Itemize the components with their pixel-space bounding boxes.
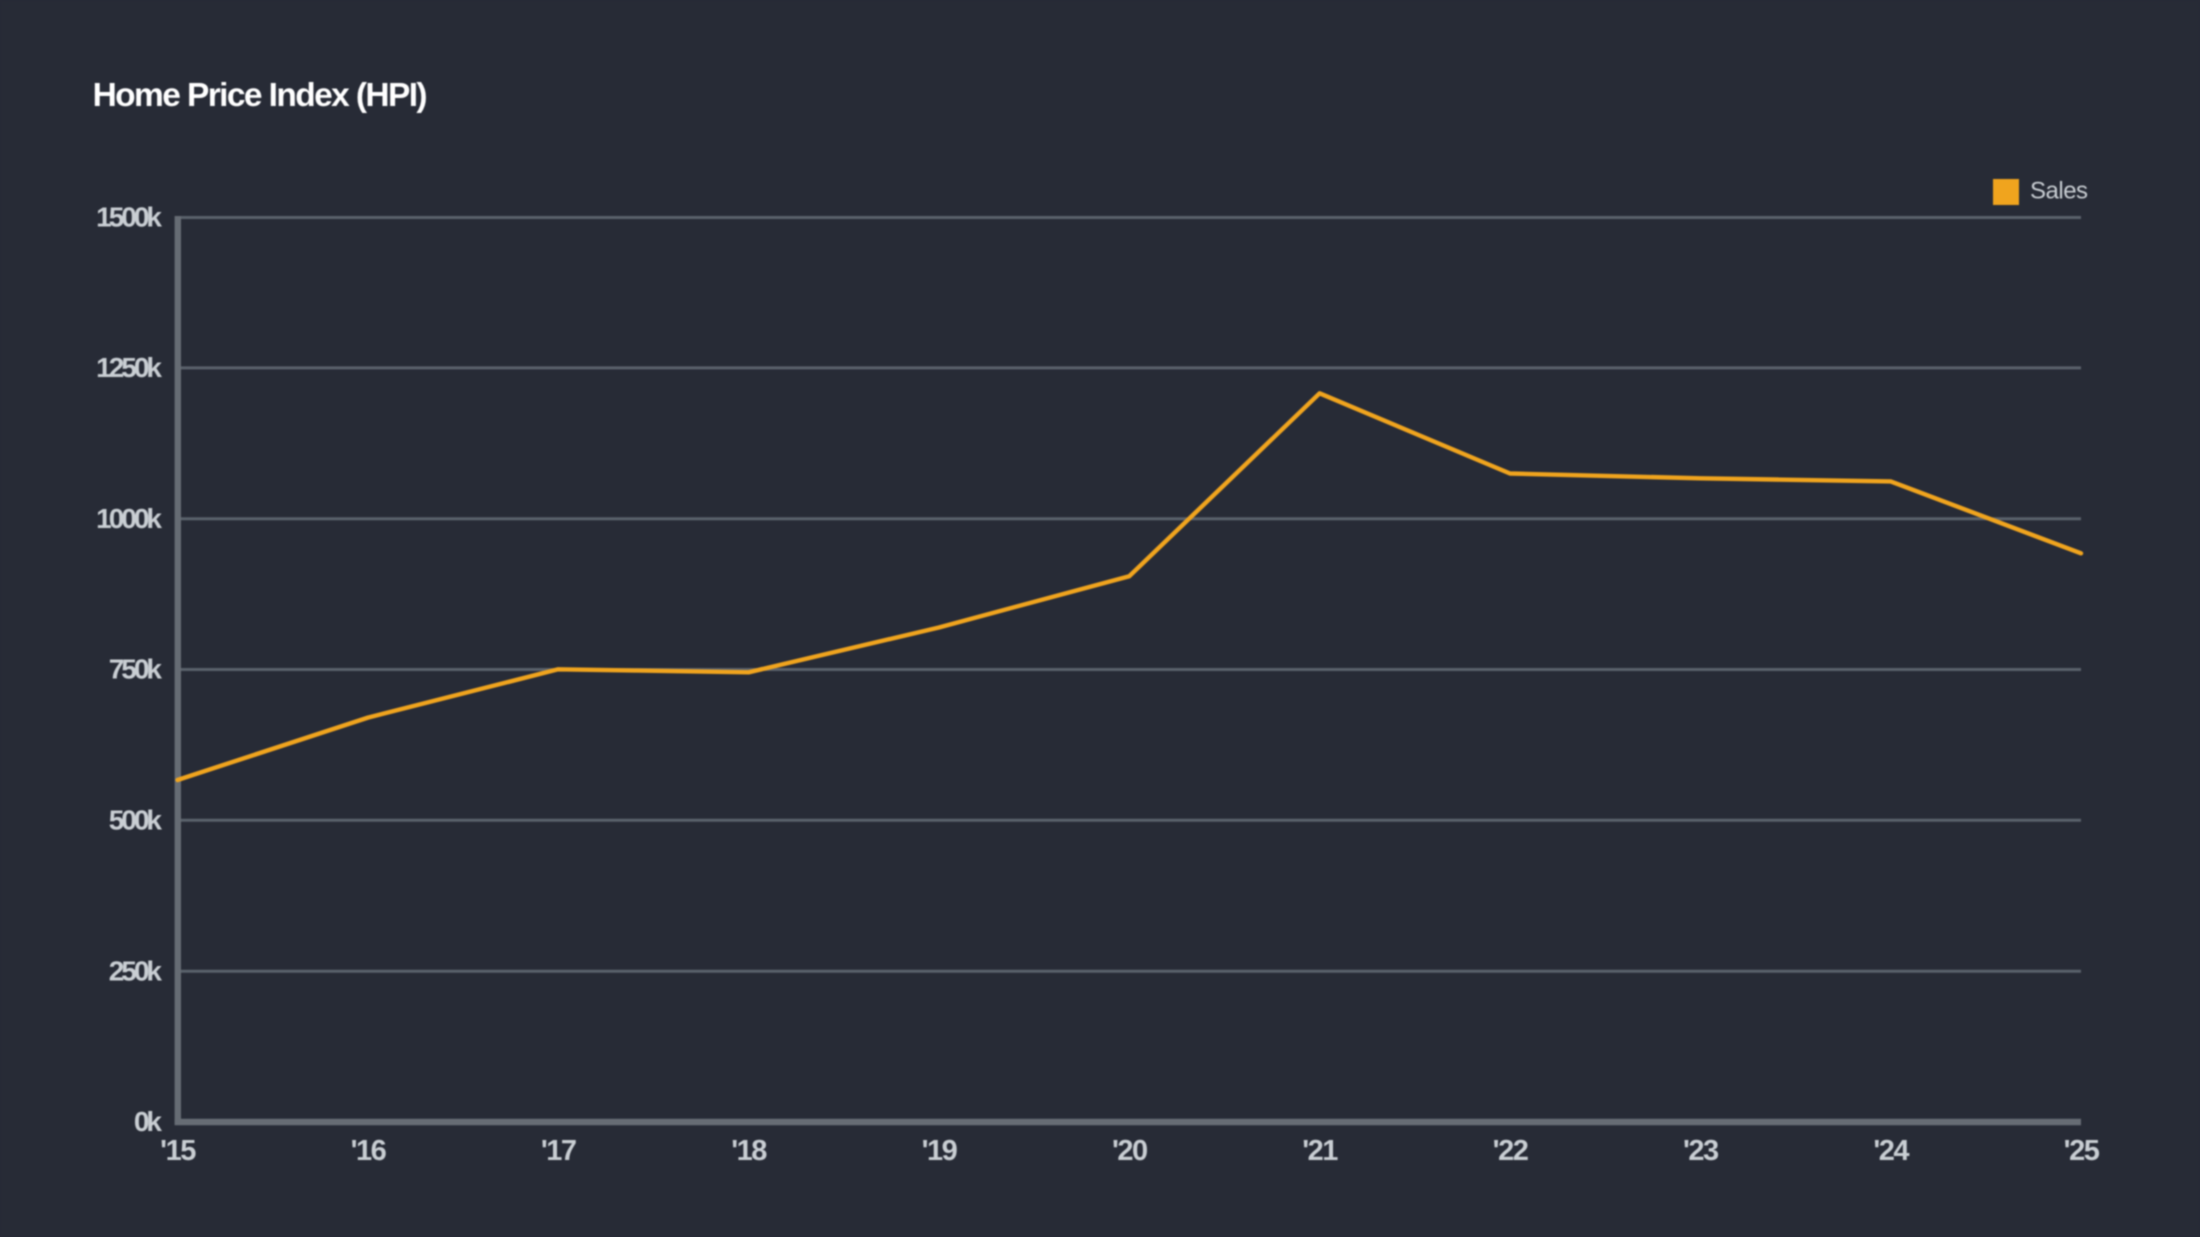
svg-text:'25: '25 — [2064, 1135, 2100, 1167]
svg-text:'23: '23 — [1683, 1135, 1719, 1167]
svg-text:1500k: 1500k — [96, 202, 162, 233]
svg-text:500k: 500k — [109, 805, 163, 836]
svg-text:'20: '20 — [1112, 1135, 1147, 1167]
svg-text:'21: '21 — [1302, 1135, 1338, 1167]
svg-text:'16: '16 — [351, 1135, 387, 1167]
svg-text:'19: '19 — [922, 1135, 958, 1167]
svg-text:'24: '24 — [1873, 1135, 1909, 1167]
svg-text:'18: '18 — [731, 1135, 767, 1167]
svg-text:'15: '15 — [160, 1135, 196, 1167]
svg-text:750k: 750k — [109, 654, 163, 685]
svg-text:'22: '22 — [1493, 1135, 1528, 1167]
svg-text:Sales: Sales — [2030, 177, 2088, 204]
svg-text:'17: '17 — [541, 1135, 576, 1167]
svg-text:1000k: 1000k — [96, 503, 162, 534]
svg-text:0k: 0k — [134, 1106, 163, 1137]
svg-text:Home Price Index (HPI): Home Price Index (HPI) — [93, 77, 427, 114]
svg-text:1250k: 1250k — [96, 352, 162, 383]
svg-text:250k: 250k — [109, 955, 163, 986]
